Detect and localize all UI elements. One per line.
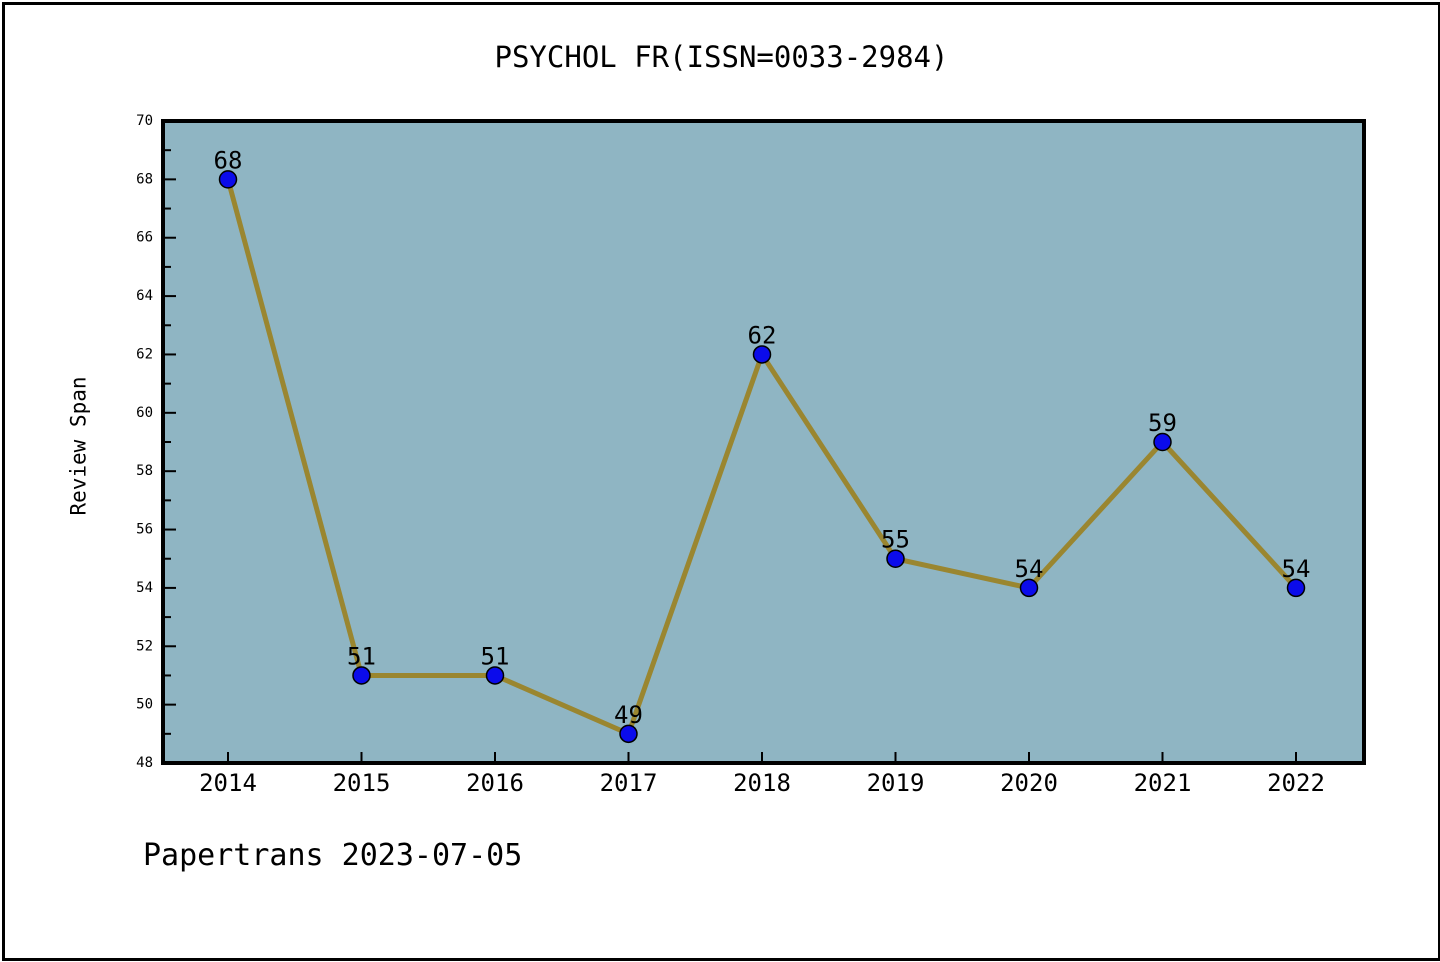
x-tick-label: 2016	[466, 769, 524, 797]
y-tick-label: 58	[136, 463, 153, 479]
data-point-label: 54	[1282, 555, 1311, 583]
x-tick-label: 2019	[867, 769, 925, 797]
data-point-label: 51	[481, 642, 510, 670]
line-chart-canvas: 48 50 52 54 56 58 60 62 64 66 68 70 2014 2015 2016 2017…	[136, 113, 1366, 797]
y-axis-label: Review Span	[66, 376, 91, 516]
data-point-marker	[218, 170, 238, 189]
plot-frame	[161, 119, 1366, 765]
data-point-marker	[485, 666, 505, 685]
data-point-marker	[1153, 432, 1172, 452]
data-point-marker	[1286, 578, 1306, 598]
y-tick-label: 66	[136, 230, 153, 246]
x-tick-label: 2017	[600, 769, 658, 797]
y-tick-label: 70	[136, 113, 153, 129]
data-point-label: 59	[1148, 409, 1177, 437]
y-tick-label: 48	[136, 755, 153, 771]
y-tick-label: 68	[136, 171, 153, 187]
data-point-label: 55	[881, 526, 910, 554]
y-tick-label: 52	[136, 638, 153, 654]
data-point-label: 68	[214, 146, 243, 174]
x-tick-label: 2018	[733, 769, 791, 797]
chart-title: PSYCHOL FR(ISSN=0033-2984)	[494, 40, 949, 74]
x-tick-label: 2015	[333, 769, 391, 797]
data-point-marker	[619, 724, 638, 744]
y-tick-label: 50	[136, 697, 153, 713]
data-point-marker	[886, 549, 905, 568]
y-tick-label: 64	[136, 288, 153, 304]
x-tick-label: 2020	[1000, 769, 1058, 797]
data-point-marker	[352, 666, 371, 685]
y-tick-label: 56	[136, 522, 153, 538]
x-tick-label: 2022	[1267, 769, 1325, 797]
data-point-label: 51	[347, 642, 376, 670]
data-point-marker	[752, 345, 772, 364]
y-tick-label: 60	[136, 405, 153, 421]
data-point-marker	[1019, 578, 1039, 598]
footer-watermark: Papertrans 2023-07-05	[143, 838, 523, 873]
data-point-label: 54	[1015, 555, 1044, 583]
x-tick-label: 2021	[1134, 769, 1192, 797]
data-point-label: 62	[748, 321, 777, 349]
plot-area	[163, 121, 1364, 763]
y-tick-label: 54	[136, 580, 153, 596]
y-tick-label: 62	[136, 346, 153, 362]
x-tick-label: 2014	[199, 769, 257, 797]
data-point-label: 49	[614, 701, 643, 729]
